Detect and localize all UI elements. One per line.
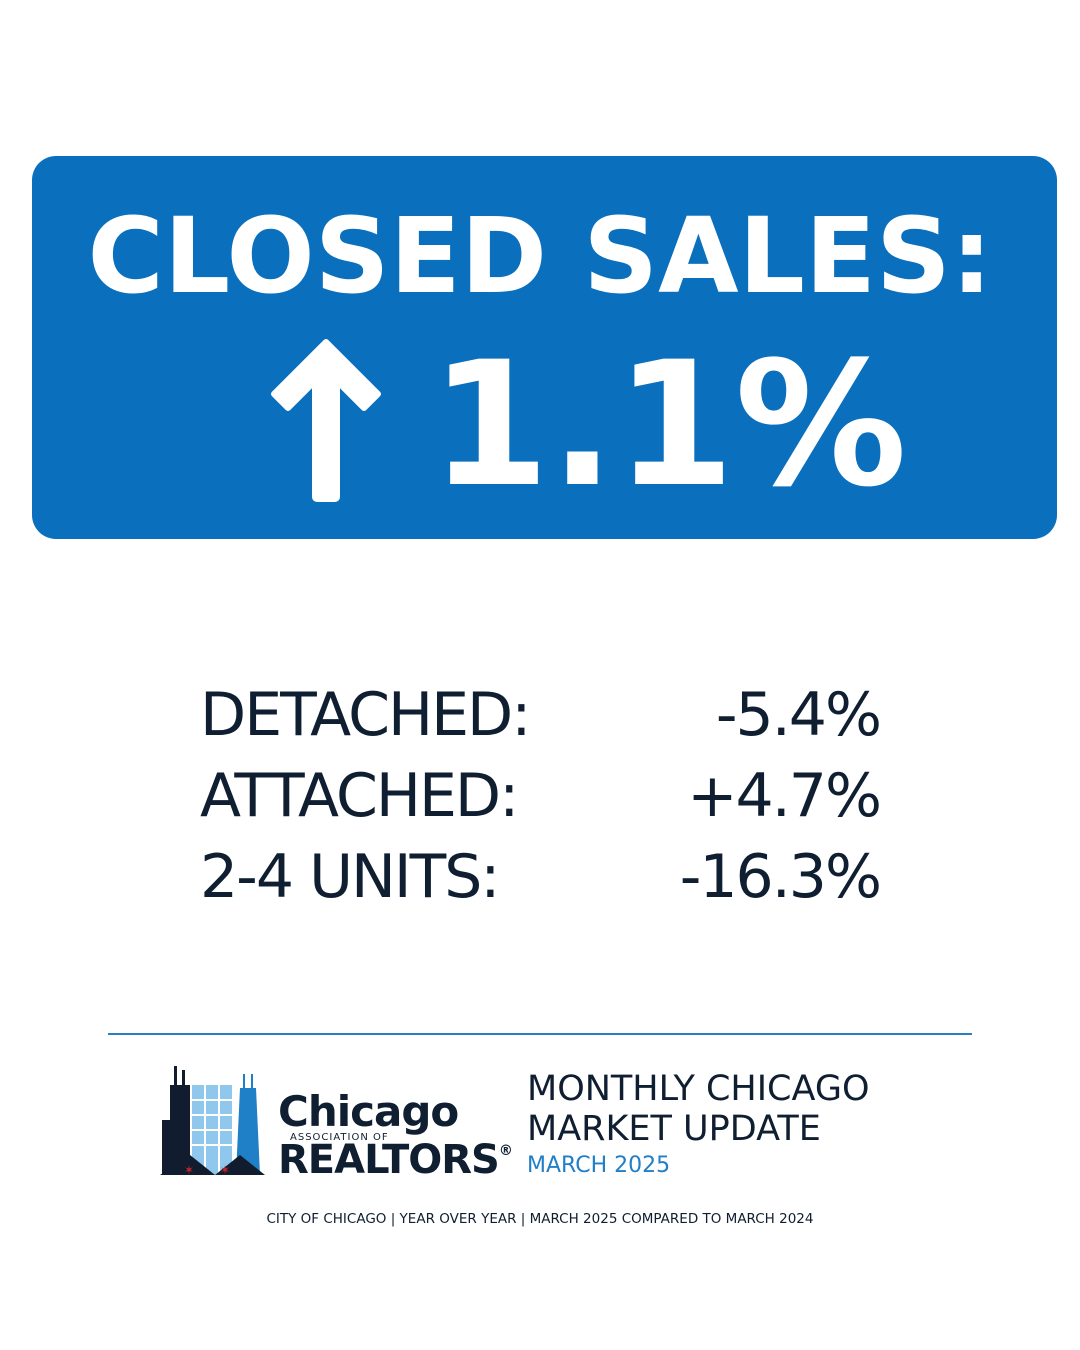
row-value: -16.3% xyxy=(680,842,880,912)
headline-title: CLOSED SALES: xyxy=(88,195,993,317)
headline-box xyxy=(32,156,1057,539)
row-label: DETACHED: xyxy=(200,680,529,750)
row-label: 2-4 UNITS: xyxy=(200,842,499,912)
svg-text:✶: ✶ xyxy=(184,1163,194,1177)
logo-skyline: ✶ ✶ xyxy=(160,1066,265,1177)
logo-name: Chicago xyxy=(278,1087,458,1136)
breakdown: DETACHED: -5.4% ATTACHED: +4.7% 2-4 UNITS: -1… xyxy=(200,680,882,912)
footer: CITY OF CHICAGO | YEAR OVER YEAR | MARCH… xyxy=(266,1211,813,1227)
up-arrow xyxy=(271,339,381,502)
logo-org: REALTORS® xyxy=(278,1137,512,1183)
row-value: +4.7% xyxy=(687,761,880,831)
logo-org-name: REALTORS xyxy=(278,1137,499,1183)
update-date: MARCH 2025 xyxy=(527,1153,670,1178)
svg-text:✶: ✶ xyxy=(220,1163,230,1177)
logo-subtitle: ASSOCIATION OF xyxy=(290,1132,389,1143)
update-title: MONTHLY CHICAGO xyxy=(527,1069,870,1109)
row-value: -5.4% xyxy=(716,680,880,750)
logo-mark: ® xyxy=(499,1143,512,1159)
row-label: ATTACHED: xyxy=(200,761,517,831)
update-title: MARKET UPDATE xyxy=(527,1109,821,1149)
headline-change: 1.1% xyxy=(430,324,907,525)
